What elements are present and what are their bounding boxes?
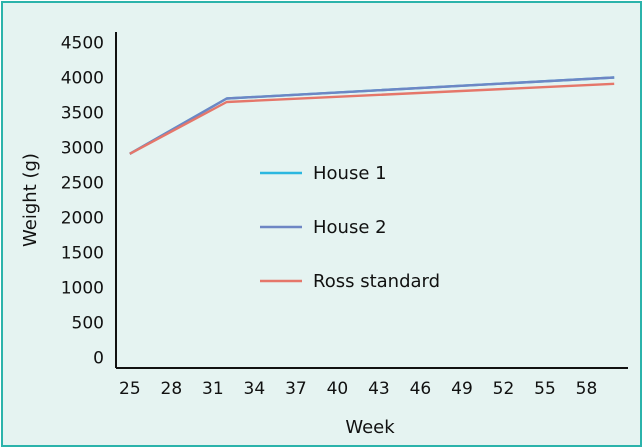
x-tick-label: 43 <box>368 379 390 399</box>
x-tick-label: 34 <box>244 379 266 399</box>
x-tick-label: 40 <box>327 379 349 399</box>
x-tick-label: 28 <box>161 379 183 399</box>
x-axis-title: Week <box>345 417 395 438</box>
y-tick-label: 1500 <box>61 244 104 264</box>
x-tick-labels: 25 28 31 34 37 40 43 46 49 52 55 58 <box>119 379 597 399</box>
y-tick-label: 500 <box>72 314 104 334</box>
legend-label: House 2 <box>313 217 387 238</box>
series-line-ross-standard <box>129 82 615 155</box>
x-tick-label: 52 <box>493 379 515 399</box>
y-tick-label: 3000 <box>61 139 104 159</box>
y-tick-labels: 0 500 1000 1500 2000 2500 3000 3500 4000 4500 <box>61 34 104 369</box>
y-tick-label: 4000 <box>61 69 104 89</box>
x-tick-label: 49 <box>451 379 473 399</box>
legend: House 1 House 2 Ross standard <box>260 163 440 292</box>
x-tick-label: 58 <box>576 379 598 399</box>
y-tick-label: 1000 <box>61 279 104 299</box>
y-axis-title: Weight (g) <box>20 153 41 247</box>
series-lines <box>129 76 615 155</box>
x-tick-label: 46 <box>410 379 432 399</box>
y-tick-label: 0 <box>93 349 104 369</box>
x-tick-label: 31 <box>202 379 224 399</box>
x-tick-label: 37 <box>285 379 307 399</box>
legend-label: Ross standard <box>313 271 440 292</box>
y-tick-label: 3500 <box>61 104 104 124</box>
legend-label: House 1 <box>313 163 387 184</box>
x-tick-label: 25 <box>119 379 141 399</box>
y-tick-label: 2500 <box>61 174 104 194</box>
axes <box>115 32 628 369</box>
y-tick-label: 4500 <box>61 34 104 54</box>
y-tick-label: 2000 <box>61 209 104 229</box>
x-tick-label: 55 <box>534 379 556 399</box>
